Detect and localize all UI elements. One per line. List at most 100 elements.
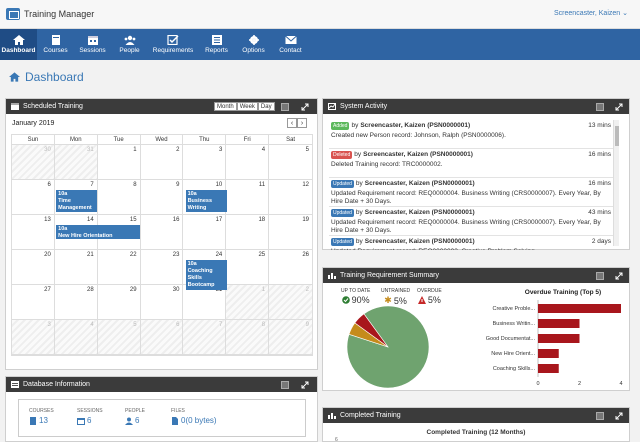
calendar-day-cell[interactable]: 26 bbox=[269, 250, 312, 284]
day-number: 3 bbox=[218, 147, 223, 153]
minimize-icon[interactable] bbox=[596, 412, 604, 420]
stat-untrained: UNTRAINED ✱ 5% bbox=[381, 288, 410, 306]
minimize-icon[interactable] bbox=[281, 103, 289, 111]
calendar-day-cell[interactable]: 25 bbox=[226, 250, 270, 284]
calendar-day-cell[interactable]: 2 bbox=[141, 145, 184, 179]
bar[interactable] bbox=[538, 334, 580, 343]
activity-text: Updated Requirement record: REQ0000003. … bbox=[331, 248, 611, 250]
calendar-day-cell[interactable]: 12 bbox=[269, 180, 312, 214]
calendar-event[interactable]: 10a New Hire Orientation bbox=[56, 225, 141, 239]
activity-item[interactable]: Updated by Screencaster, Kaizen (PSN000000… bbox=[329, 236, 613, 250]
calendar-day-cell[interactable]: 5 bbox=[269, 145, 312, 179]
activity-item[interactable]: Deleted by Screencaster, Kaizen (PSN000000… bbox=[329, 149, 613, 178]
activity-item[interactable]: Updated by Screencaster, Kaizen (PSN000000… bbox=[329, 207, 613, 236]
calendar-day-cell[interactable]: 11 bbox=[226, 180, 270, 214]
calendar-day-cell[interactable]: 1 bbox=[98, 145, 141, 179]
nav-requirements[interactable]: Requirements bbox=[148, 29, 198, 60]
calendar-event[interactable]: 10a Time Management bbox=[56, 190, 98, 212]
minimize-icon[interactable] bbox=[281, 381, 289, 389]
minimize-icon[interactable] bbox=[596, 103, 604, 111]
calendar-day-cell[interactable]: 3 bbox=[183, 145, 227, 179]
bar[interactable] bbox=[538, 319, 580, 328]
view-week-button[interactable]: Week bbox=[236, 102, 258, 111]
view-day-button[interactable]: Day bbox=[257, 102, 275, 111]
calendar-day-cell[interactable]: 9 bbox=[269, 320, 312, 354]
calendar-day-cell[interactable]: 29 bbox=[98, 285, 141, 319]
calendar-day-cell[interactable]: 9 bbox=[141, 180, 184, 214]
activity-item[interactable]: Updated by Screencaster, Kaizen (PSN000000… bbox=[329, 178, 613, 207]
panel-header: Scheduled Training Month Week Day bbox=[6, 99, 317, 114]
calendar-day-cell[interactable]: 2 bbox=[269, 285, 312, 319]
pie-slice-overdue[interactable] bbox=[354, 313, 389, 348]
expand-icon[interactable] bbox=[615, 412, 623, 420]
stat-label: OVERDUE bbox=[417, 288, 442, 294]
calendar-day-cell[interactable]: 27 bbox=[12, 285, 55, 319]
calendar-day-cell[interactable]: 21 bbox=[55, 250, 98, 284]
activity-by: by bbox=[351, 122, 359, 129]
calendar-event[interactable]: 10a Coaching Skills Bootcamp bbox=[185, 260, 227, 290]
activity-user: Screencaster, Kaizen (PSN0000001) bbox=[364, 238, 475, 245]
calendar-day-cell[interactable]: 28 bbox=[55, 285, 98, 319]
activity-text: Created new Person record: Johnson, Ralp… bbox=[331, 132, 506, 139]
calendar-day-cell[interactable]: 30 bbox=[12, 145, 55, 179]
calendar-day-cell[interactable]: 8 bbox=[226, 320, 270, 354]
db-label: FILES bbox=[171, 408, 185, 414]
calendar-day-cell[interactable]: 23 bbox=[141, 250, 184, 284]
scrollbar-thumb[interactable] bbox=[615, 126, 619, 146]
calendar-day-cell[interactable]: 31 bbox=[183, 285, 227, 319]
calendar-day-cell[interactable]: 13 bbox=[12, 215, 55, 249]
nav-contact[interactable]: Contact bbox=[272, 29, 309, 60]
nav-options[interactable]: Options bbox=[235, 29, 272, 60]
calendar-day-cell[interactable]: 6 bbox=[12, 180, 55, 214]
nav-courses[interactable]: Courses bbox=[37, 29, 74, 60]
calendar-day-cell[interactable]: 4 bbox=[226, 145, 270, 179]
db-value-wrap: 6 bbox=[125, 416, 145, 425]
db-people[interactable]: PEOPLE 6 bbox=[125, 408, 145, 425]
minimize-icon[interactable] bbox=[596, 272, 604, 280]
expand-icon[interactable] bbox=[301, 381, 309, 389]
next-month-button[interactable]: › bbox=[297, 118, 307, 128]
day-number: 1 bbox=[261, 287, 266, 293]
calendar-day-cell[interactable]: 4 bbox=[54, 320, 98, 354]
bar-category-label: Coaching Skills... bbox=[493, 366, 536, 372]
bar[interactable] bbox=[538, 364, 559, 373]
db-files[interactable]: FILES 0(0 bytes) bbox=[171, 408, 217, 425]
activity-scrollbar[interactable] bbox=[613, 120, 619, 246]
calendar-day-cell[interactable]: 16 bbox=[141, 215, 184, 249]
expand-icon[interactable] bbox=[615, 272, 623, 280]
expand-icon[interactable] bbox=[301, 103, 309, 111]
activity-item[interactable]: Added by Screencaster, Kaizen (PSN0000001)… bbox=[329, 120, 613, 149]
activity-text: Updated Requirement record: REQ0000004. … bbox=[331, 190, 601, 205]
nav-sessions[interactable]: Sessions bbox=[74, 29, 111, 60]
calendar-day-cell[interactable]: 18 bbox=[226, 215, 270, 249]
calendar-day-cell[interactable]: 6 bbox=[140, 320, 184, 354]
calendar-event[interactable]: 10a Business Writing bbox=[185, 190, 227, 212]
asterisk-icon: ✱ bbox=[384, 295, 392, 305]
expand-icon[interactable] bbox=[615, 103, 623, 111]
prev-month-button[interactable]: ‹ bbox=[287, 118, 297, 128]
calendar-day-cell[interactable]: 7 bbox=[183, 320, 227, 354]
calendar-day-cell[interactable]: 8 bbox=[98, 180, 141, 214]
calendar-day-cell[interactable]: 1 bbox=[226, 285, 270, 319]
calendar-day-cell[interactable]: 20 bbox=[12, 250, 55, 284]
calendar-day-cell[interactable]: 22 bbox=[98, 250, 141, 284]
calendar-day-cell[interactable]: 17 bbox=[183, 215, 227, 249]
calendar-day-cell[interactable]: 19 bbox=[269, 215, 312, 249]
nav-people[interactable]: People bbox=[111, 29, 148, 60]
bar[interactable] bbox=[538, 349, 559, 358]
db-sessions[interactable]: SESSIONS 6 bbox=[77, 408, 103, 425]
calendar-day-cell[interactable]: 31 bbox=[54, 145, 98, 179]
activity-user: Screencaster, Kaizen (PSN0000001) bbox=[363, 151, 473, 158]
calendar-day-cell[interactable]: 30 bbox=[141, 285, 184, 319]
brand[interactable]: Training Manager bbox=[6, 7, 94, 21]
nav-reports[interactable]: Reports bbox=[198, 29, 235, 60]
calendar-day-cell[interactable]: 5 bbox=[97, 320, 141, 354]
view-month-button[interactable]: Month bbox=[214, 102, 237, 111]
nav-dashboard[interactable]: Dashboard bbox=[0, 29, 37, 60]
db-courses[interactable]: COURSES 13 bbox=[29, 408, 54, 425]
bar[interactable] bbox=[538, 304, 621, 313]
calendar-day-cell[interactable]: 3 bbox=[12, 320, 55, 354]
day-number: 12 bbox=[302, 182, 309, 188]
user-menu[interactable]: Screencaster, Kaizen ⌄ bbox=[554, 9, 628, 17]
activity-time: 16 mins bbox=[588, 151, 611, 158]
